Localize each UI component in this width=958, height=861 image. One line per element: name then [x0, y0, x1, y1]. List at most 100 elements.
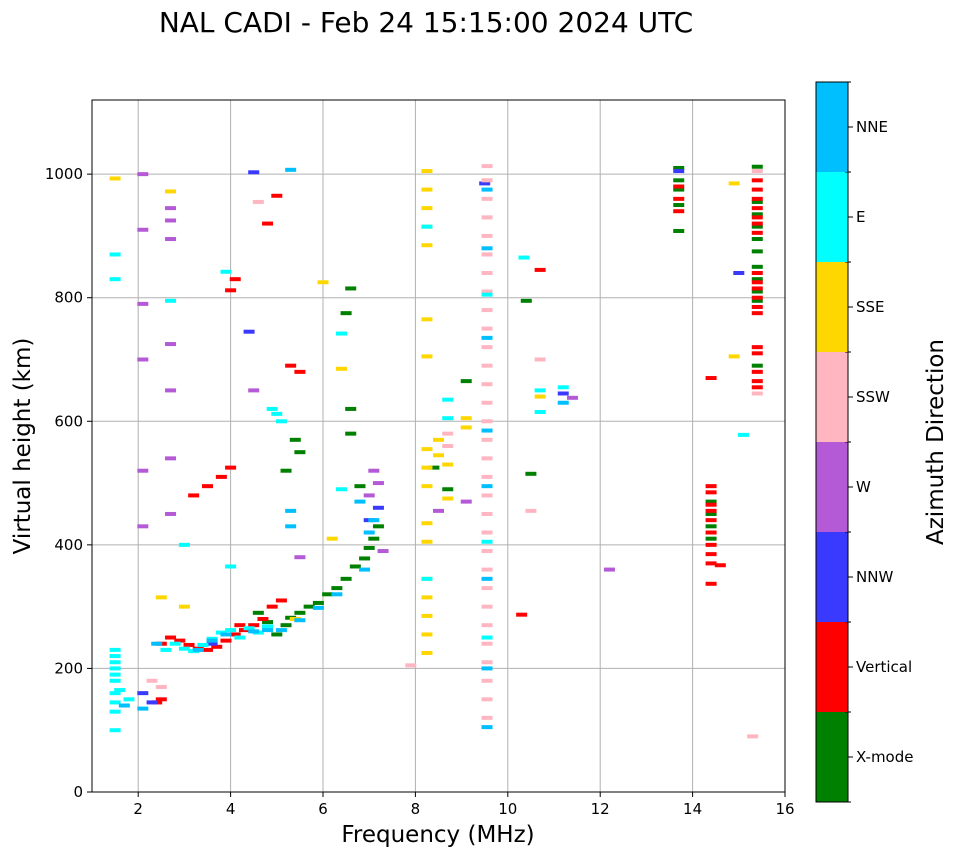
data-point [534, 388, 546, 393]
data-point [525, 508, 537, 513]
y-tick-label: 600 [54, 412, 83, 430]
data-point [165, 342, 177, 347]
data-point [481, 666, 493, 671]
data-point [146, 700, 158, 705]
data-point [481, 511, 493, 516]
data-point [751, 363, 763, 368]
data-point [516, 612, 528, 617]
data-point [481, 419, 493, 424]
data-point [673, 184, 685, 189]
data-point [534, 267, 546, 272]
y-tick-label: 400 [54, 536, 83, 554]
data-point [137, 706, 149, 711]
data-point [705, 484, 717, 489]
data-point [312, 600, 324, 605]
data-point [262, 624, 274, 629]
data-point [751, 391, 763, 396]
data-point [751, 178, 763, 183]
data-point [294, 555, 306, 560]
data-point [262, 620, 274, 625]
data-point [481, 289, 493, 294]
x-axis-ticks: 2 4 6 8 10 12 14 16 [133, 792, 795, 818]
colorbar-swatch [816, 712, 848, 802]
data-point [294, 618, 306, 623]
data-point [248, 170, 260, 175]
data-point [331, 592, 343, 597]
data-point [433, 437, 444, 442]
data-point [481, 660, 493, 665]
data-point [481, 252, 493, 257]
data-point [705, 518, 717, 523]
data-point [165, 206, 177, 211]
data-point [751, 249, 763, 254]
data-point [294, 450, 306, 455]
data-point [751, 206, 763, 211]
data-point [728, 181, 740, 186]
y-tick-label: 1000 [45, 165, 83, 183]
data-point [421, 354, 433, 359]
data-point [174, 638, 186, 643]
data-point [481, 586, 493, 591]
data-point [363, 530, 375, 535]
data-point [481, 233, 493, 238]
data-point [673, 209, 685, 214]
data-point [705, 490, 717, 495]
data-point [481, 725, 493, 730]
data-point [481, 623, 493, 628]
data-point [421, 465, 433, 470]
data-point [137, 357, 149, 362]
data-point [751, 286, 763, 291]
data-point [368, 518, 380, 523]
data-point [557, 400, 569, 405]
data-point [280, 468, 292, 473]
data-point [225, 564, 237, 569]
y-axis-label: Virtual height (km) [10, 338, 36, 555]
data-point [481, 697, 493, 702]
colorbar-frame [815, 81, 849, 803]
data-point [421, 521, 433, 526]
series-w [137, 172, 615, 572]
data-point [751, 351, 763, 356]
data-point [252, 199, 264, 204]
data-point [257, 617, 269, 621]
data-point [349, 564, 361, 569]
data-point [262, 221, 274, 226]
data-point [243, 329, 255, 334]
colorbar-swatch [816, 532, 848, 622]
data-point [534, 410, 546, 415]
data-point [197, 642, 209, 647]
data-point [481, 292, 493, 297]
colorbar-category-label: X-mode [856, 748, 913, 766]
data-point [335, 366, 347, 371]
data-point [518, 255, 530, 260]
x-tick-label: 6 [318, 800, 328, 818]
data-point [137, 691, 149, 696]
data-point [705, 502, 717, 507]
colorbar-category-label: E [856, 208, 865, 226]
data-point [442, 416, 454, 421]
colorbar-swatch [816, 622, 848, 712]
colorbar-label: Azimuth Direction [923, 339, 949, 545]
data-point [421, 650, 433, 655]
data-point [271, 632, 283, 637]
data-point [751, 212, 763, 217]
data-point [335, 331, 347, 336]
colorbar-category-label: SSE [856, 298, 885, 316]
colorbar-category-label: NNW [856, 568, 893, 586]
data-point [751, 345, 763, 350]
data-point [421, 632, 433, 637]
data-point [442, 462, 454, 467]
data-point [266, 604, 278, 609]
data-point [137, 524, 149, 529]
data-point [363, 545, 375, 550]
data-point [234, 623, 246, 628]
data-point [155, 697, 167, 702]
data-point [751, 271, 763, 275]
data-point [359, 556, 371, 561]
data-marks [109, 164, 763, 739]
data-point [705, 542, 717, 547]
data-point [481, 400, 493, 405]
x-tick-label: 2 [133, 800, 143, 818]
data-point [421, 613, 433, 618]
